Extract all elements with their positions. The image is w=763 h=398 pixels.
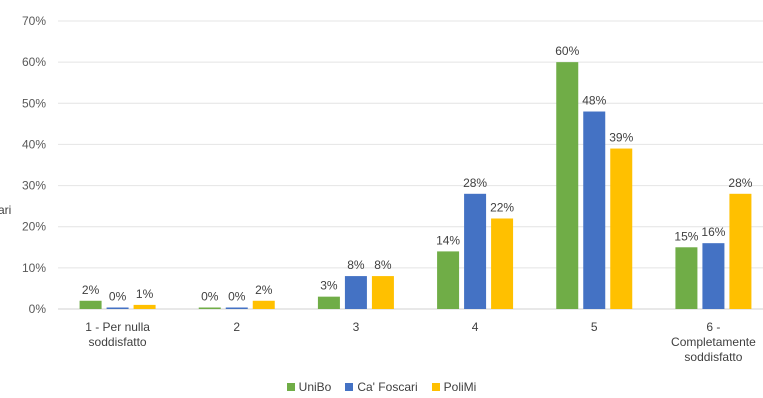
gridlines [58, 20, 763, 310]
data-label: 2% [82, 283, 100, 297]
legend-item: PoliMi [431, 380, 477, 394]
x-category-label: 2 [233, 320, 240, 334]
data-label: 28% [463, 176, 487, 190]
bar [729, 193, 752, 309]
legend-swatch [345, 383, 354, 391]
bar [556, 62, 579, 310]
data-label: 15% [674, 229, 698, 243]
data-label: 1% [136, 287, 154, 301]
y-tick-label: 60% [22, 55, 46, 69]
legend: UniBo Ca' Foscari PoliMi [0, 378, 763, 396]
data-label: 0% [201, 290, 219, 304]
data-label: 48% [582, 94, 606, 108]
data-label: 2% [255, 283, 273, 297]
bar [225, 307, 248, 309]
bar [583, 111, 606, 309]
x-category-label: 1 - Per nulla soddisfatto [85, 320, 150, 349]
bar [79, 300, 102, 309]
y-tick-label: 50% [22, 96, 46, 110]
data-label: 39% [609, 131, 633, 145]
x-axis: 1 - Per nulla soddisfatto 2 3 4 5 6 -Completam… [85, 320, 756, 364]
y-tick-label: 70% [22, 14, 46, 28]
bar [610, 148, 633, 309]
data-label: 14% [436, 233, 460, 247]
bars [79, 62, 752, 310]
data-labels: 2% 0% 1% 0% 0% 2% 3%8% 8%14%28%22%60%48%39%15% 1… [82, 44, 753, 303]
x-category-label: 6 -Completamente soddisfatto [671, 320, 756, 364]
bar [371, 276, 394, 309]
bar [702, 243, 725, 309]
bar [464, 193, 487, 309]
y-tick-label: 40% [22, 137, 46, 151]
bar [491, 218, 514, 309]
y-axis: 0% 10% 20% 30% 40% 50% 60% 70% [22, 14, 46, 316]
legend-label: Ca' Foscari [357, 380, 418, 394]
x-category-label: 3 [353, 320, 360, 334]
bar [106, 307, 129, 309]
bar [437, 251, 460, 309]
legend-label: PoliMi [443, 380, 477, 394]
bar [133, 304, 156, 309]
data-label: 3% [320, 279, 338, 293]
legend-item: UniBo [286, 380, 332, 394]
data-label: 8% [374, 258, 392, 272]
data-label: 16% [701, 225, 725, 239]
data-label: 60% [555, 44, 579, 58]
bar-chart: 0% 10% 20% 30% 40% 50% 60% 70% 2% 0% 1% 0% 0% 2% 3% 8%… [0, 14, 763, 364]
data-label: 0% [228, 290, 246, 304]
legend-swatch [431, 383, 440, 391]
bar [344, 276, 367, 309]
legend-label: UniBo [298, 380, 332, 394]
bar [317, 296, 340, 309]
data-label: 28% [728, 176, 752, 190]
y-tick-label: 10% [22, 261, 46, 275]
bar [198, 307, 221, 309]
y-tick-label: 30% [22, 179, 46, 193]
x-category-label: 5 [591, 320, 598, 334]
clipped-axis-title: ari [0, 203, 11, 217]
bar [675, 247, 698, 309]
data-label: 8% [347, 258, 365, 272]
data-label: 22% [490, 200, 514, 214]
legend-swatch [286, 383, 295, 391]
data-label: 0% [109, 290, 127, 304]
legend-item: Ca' Foscari [345, 380, 418, 394]
y-tick-label: 0% [29, 302, 47, 316]
y-tick-label: 20% [22, 220, 46, 234]
bar [252, 300, 275, 309]
x-category-label: 4 [472, 320, 479, 334]
